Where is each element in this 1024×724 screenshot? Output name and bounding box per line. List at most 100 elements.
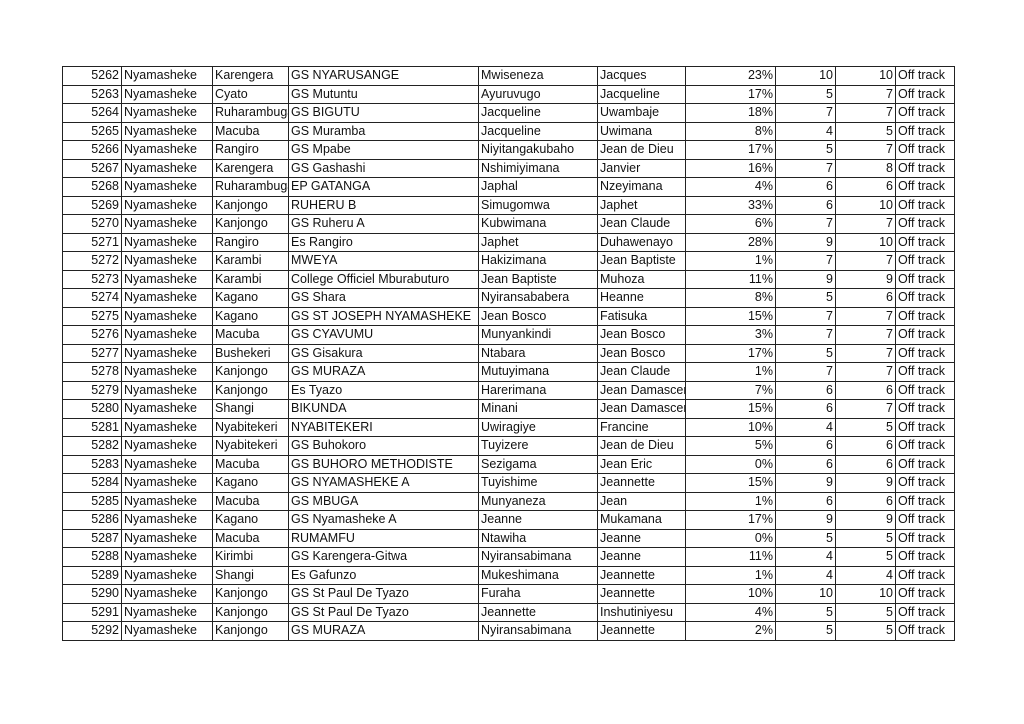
cell-district: Nyamasheke xyxy=(121,269,213,289)
cell-status: Off track xyxy=(895,140,955,160)
cell-school: College Officiel Mburabuturo xyxy=(288,269,479,289)
cell-sector: Kanjongo xyxy=(212,602,289,622)
cell-score-b: 5 xyxy=(835,121,896,141)
cell-last-name: Nshimiyimana xyxy=(478,158,598,178)
cell-status: Off track xyxy=(895,251,955,271)
cell-percent: 2% xyxy=(685,621,776,641)
cell-score-b: 5 xyxy=(835,602,896,622)
cell-sector: Kanjongo xyxy=(212,362,289,382)
cell-percent: 15% xyxy=(685,473,776,493)
table-row: 5279 Nyamasheke Kanjongo Es Tyazo Harerimana… xyxy=(62,380,955,400)
cell-school: GS Mpabe xyxy=(288,140,479,160)
cell-sector: Kanjongo xyxy=(212,214,289,234)
cell-score-a: 5 xyxy=(775,140,836,160)
cell-score-a: 9 xyxy=(775,473,836,493)
cell-sector: Kagano xyxy=(212,306,289,326)
cell-district: Nyamasheke xyxy=(121,380,213,400)
cell-id: 5287 xyxy=(62,528,122,548)
cell-score-b: 5 xyxy=(835,417,896,437)
table-row: 5290 Nyamasheke Kanjongo GS St Paul De Tyaz… xyxy=(62,584,955,604)
cell-sector: Karambi xyxy=(212,269,289,289)
cell-school: GS NYARUSANGE xyxy=(288,66,479,86)
cell-score-a: 9 xyxy=(775,269,836,289)
cell-district: Nyamasheke xyxy=(121,288,213,308)
table-row: 5289 Nyamasheke Shangi Es Gafunzo Mukeshiman… xyxy=(62,565,955,585)
table-row: 5274 Nyamasheke Kagano GS Shara Nyiransababe… xyxy=(62,288,955,308)
cell-sector: Kagano xyxy=(212,510,289,530)
cell-district: Nyamasheke xyxy=(121,325,213,345)
cell-percent: 33% xyxy=(685,195,776,215)
cell-percent: 5% xyxy=(685,436,776,456)
cell-sector: Macuba xyxy=(212,454,289,474)
cell-school: GS MURAZA xyxy=(288,621,479,641)
cell-status: Off track xyxy=(895,436,955,456)
cell-last-name: Sezigama xyxy=(478,454,598,474)
cell-last-name: Mukeshimana xyxy=(478,565,598,585)
cell-school: GS ST JOSEPH NYAMASHEKE xyxy=(288,306,479,326)
cell-id: 5275 xyxy=(62,306,122,326)
cell-district: Nyamasheke xyxy=(121,306,213,326)
cell-school: GS BUHORO METHODISTE xyxy=(288,454,479,474)
cell-id: 5281 xyxy=(62,417,122,437)
cell-first-name: Jean Bosco xyxy=(597,325,686,345)
cell-first-name: Jean de Dieu xyxy=(597,436,686,456)
table-row: 5272 Nyamasheke Karambi MWEYA Hakizimana Jean… xyxy=(62,251,955,271)
cell-percent: 8% xyxy=(685,288,776,308)
cell-first-name: Heanne xyxy=(597,288,686,308)
table-row: 5280 Nyamasheke Shangi BIKUNDA Minani Jean Da… xyxy=(62,399,955,419)
cell-score-a: 7 xyxy=(775,251,836,271)
cell-school: Es Tyazo xyxy=(288,380,479,400)
cell-school: BIKUNDA xyxy=(288,399,479,419)
cell-score-a: 4 xyxy=(775,547,836,567)
cell-score-b: 7 xyxy=(835,399,896,419)
cell-percent: 1% xyxy=(685,565,776,585)
cell-score-b: 10 xyxy=(835,66,896,86)
cell-school: RUMAMFU xyxy=(288,528,479,548)
table-row: 5281 Nyamasheke Nyabitekeri NYABITEKERI Uwir… xyxy=(62,417,955,437)
cell-score-a: 4 xyxy=(775,417,836,437)
cell-district: Nyamasheke xyxy=(121,343,213,363)
cell-percent: 1% xyxy=(685,251,776,271)
table-row: 5273 Nyamasheke Karambi College Officiel Mb… xyxy=(62,269,955,289)
cell-score-a: 9 xyxy=(775,232,836,252)
cell-last-name: Harerimana xyxy=(478,380,598,400)
cell-last-name: Hakizimana xyxy=(478,251,598,271)
table-row: 5284 Nyamasheke Kagano GS NYAMASHEKE A Tuyis… xyxy=(62,473,955,493)
cell-status: Off track xyxy=(895,121,955,141)
cell-status: Off track xyxy=(895,399,955,419)
cell-id: 5268 xyxy=(62,177,122,197)
cell-percent: 8% xyxy=(685,121,776,141)
cell-first-name: Muhoza xyxy=(597,269,686,289)
cell-score-b: 6 xyxy=(835,454,896,474)
cell-id: 5265 xyxy=(62,121,122,141)
cell-sector: Ruharambuga xyxy=(212,177,289,197)
cell-district: Nyamasheke xyxy=(121,158,213,178)
cell-district: Nyamasheke xyxy=(121,232,213,252)
cell-score-b: 6 xyxy=(835,491,896,511)
cell-id: 5284 xyxy=(62,473,122,493)
cell-id: 5282 xyxy=(62,436,122,456)
cell-score-b: 7 xyxy=(835,325,896,345)
cell-last-name: Jean Baptiste xyxy=(478,269,598,289)
cell-district: Nyamasheke xyxy=(121,417,213,437)
cell-last-name: Ayuruvugo xyxy=(478,84,598,104)
cell-id: 5273 xyxy=(62,269,122,289)
cell-sector: Kanjongo xyxy=(212,621,289,641)
cell-district: Nyamasheke xyxy=(121,195,213,215)
cell-score-a: 4 xyxy=(775,121,836,141)
cell-first-name: Nzeyimana xyxy=(597,177,686,197)
cell-status: Off track xyxy=(895,232,955,252)
cell-id: 5270 xyxy=(62,214,122,234)
cell-last-name: Ntabara xyxy=(478,343,598,363)
cell-score-a: 6 xyxy=(775,491,836,511)
cell-percent: 17% xyxy=(685,343,776,363)
cell-score-b: 6 xyxy=(835,288,896,308)
table-row: 5292 Nyamasheke Kanjongo GS MURAZA Nyiransab… xyxy=(62,621,955,641)
cell-last-name: Ntawiha xyxy=(478,528,598,548)
cell-status: Off track xyxy=(895,380,955,400)
table-row: 5265 Nyamasheke Macuba GS Muramba Jacqueline… xyxy=(62,121,955,141)
table-row: 5288 Nyamasheke Kirimbi GS Karengera-Gitwa N… xyxy=(62,547,955,567)
cell-school: GS BIGUTU xyxy=(288,103,479,123)
cell-status: Off track xyxy=(895,177,955,197)
cell-first-name: Japhet xyxy=(597,195,686,215)
